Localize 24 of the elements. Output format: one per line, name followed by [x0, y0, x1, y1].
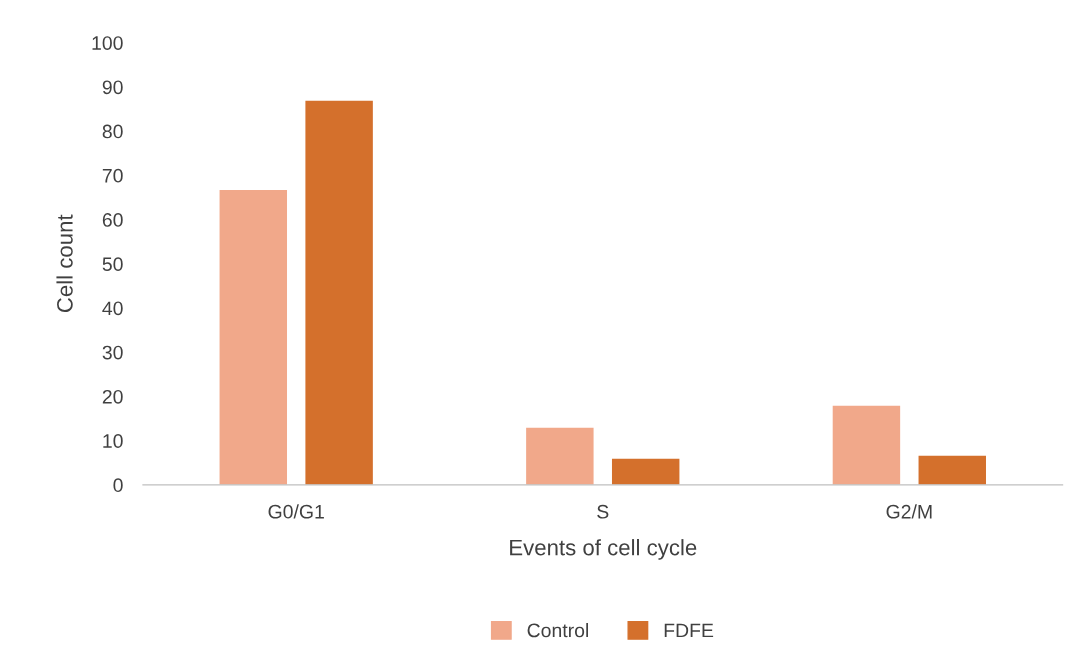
x-tick-label: S: [597, 504, 609, 519]
bar: [832, 405, 901, 485]
y-tick-label: 30: [102, 345, 123, 360]
bar: [219, 189, 288, 485]
y-tick-label: 70: [102, 168, 123, 183]
y-tick-label: 50: [102, 257, 123, 272]
x-tick-label: G2/M: [886, 504, 932, 519]
legend-label: FDFE: [664, 623, 714, 638]
y-tick-label: 80: [102, 124, 123, 139]
x-tick-label: G0/G1: [268, 504, 324, 519]
y-tick-label: 90: [102, 80, 123, 95]
y-tick-label: 0: [113, 478, 123, 493]
bar: [305, 100, 373, 485]
y-axis-title: Cell count: [56, 214, 73, 313]
y-tick-label: 60: [102, 213, 123, 227]
bar: [918, 455, 986, 485]
y-tick-label: 40: [102, 301, 123, 316]
x-axis-title: Events of cell cycle: [510, 539, 697, 560]
legend-label: Control: [527, 623, 588, 638]
y-tick-label: 100: [92, 36, 123, 50]
y-tick-label: 10: [103, 434, 123, 448]
y-tick-label: 20: [102, 389, 123, 404]
bar: [526, 427, 594, 485]
bar: [611, 458, 680, 485]
